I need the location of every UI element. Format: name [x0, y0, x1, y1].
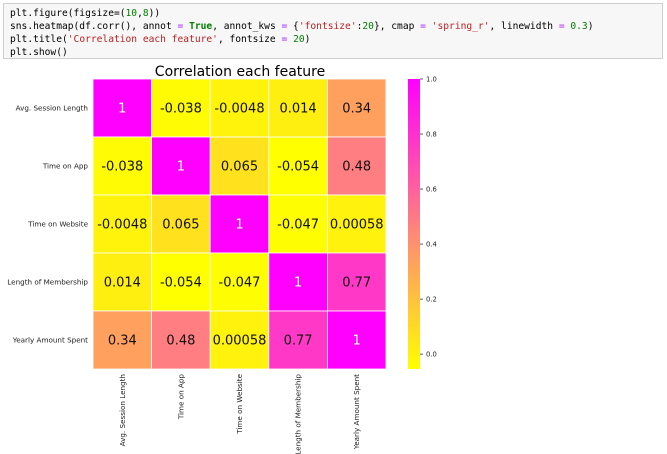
heatmap-cell	[326, 310, 387, 370]
column-labels: Avg. Session Length Time on App Time on We…	[118, 373, 361, 454]
code-line-4: plt.show()	[10, 47, 68, 58]
cell-value: -0.054	[160, 276, 202, 291]
row-label: Time on App	[42, 162, 89, 171]
cell-value: -0.054	[277, 160, 319, 175]
heatmap-cell	[151, 252, 211, 312]
column-label: Time on Website	[235, 373, 244, 434]
colorbar-tick-label: 0.2	[426, 296, 437, 304]
cell-value: 0.77	[342, 276, 371, 291]
column-label: Yearly Amount Spent	[352, 374, 361, 450]
heatmap-cell	[326, 136, 387, 196]
colorbar	[408, 79, 420, 369]
colorbar-tick-label: 0.4	[426, 241, 437, 249]
heatmap-cell	[326, 252, 387, 312]
cell-value: -0.047	[219, 276, 261, 291]
cell-value: 1	[177, 160, 185, 175]
heatmap-cell	[92, 310, 152, 370]
column-label: Avg. Session Length	[118, 374, 127, 446]
cell-value: 0.77	[284, 334, 313, 349]
heatmap-figure: Correlation each feature 1 -0.038 -0.0048 0…	[0, 62, 667, 454]
heatmap-cell	[209, 194, 270, 254]
cell-value: 0.014	[104, 276, 141, 291]
cell-value: 0.34	[342, 102, 371, 117]
heatmap-cell	[209, 310, 270, 370]
heatmap-chart: Correlation each feature 1 -0.038 -0.0048 0…	[7, 64, 437, 454]
cell-value: 1	[294, 276, 302, 291]
heatmap-cell	[209, 136, 270, 196]
heatmap-cell	[92, 252, 152, 312]
cell-value: 0.014	[279, 102, 316, 117]
row-label: Avg. Session Length	[16, 104, 88, 113]
row-label: Yearly Amount Spent	[12, 336, 88, 345]
cell-value: 0.00058	[330, 218, 384, 233]
cell-value: -0.038	[101, 160, 143, 175]
cell-value: 1	[235, 218, 243, 233]
colorbar-tick-label: 0.8	[426, 131, 437, 139]
column-label: Time on App	[176, 374, 185, 421]
row-label: Length of Membership	[7, 278, 88, 287]
heatmap-cell	[92, 78, 152, 138]
code-line-2: sns.heatmap(df.corr(), annot = True, ann…	[10, 21, 594, 32]
colorbar-ticks: 0.0 0.2 0.4 0.6 0.8 1.0	[420, 76, 437, 359]
heatmap-cell	[268, 194, 328, 254]
cell-value: -0.047	[277, 218, 319, 233]
heatmap-cell	[268, 78, 328, 138]
code-cell[interactable]: plt.figure(figsize=(10,8)) sns.heatmap(d…	[3, 3, 663, 59]
heatmap-cell	[92, 136, 152, 196]
column-label: Length of Membership	[294, 374, 303, 454]
row-labels: Avg. Session Length Time on App Time on We…	[7, 104, 88, 345]
row-label: Time on Website	[27, 220, 88, 229]
code-line-3: plt.title('Correlation each feature', fo…	[10, 34, 311, 45]
colorbar-tick-label: 1.0	[426, 76, 437, 84]
cell-value: -0.0048	[97, 218, 147, 233]
colorbar-tick-label: 0.6	[426, 186, 437, 194]
heatmap-cell	[209, 78, 270, 138]
cell-value: 1	[353, 334, 361, 349]
cell-value: 0.48	[166, 334, 195, 349]
heatmap-cell	[151, 78, 211, 138]
cell-value: 0.065	[221, 160, 258, 175]
chart-title: Correlation each feature	[155, 64, 325, 80]
heatmap-cell	[326, 194, 387, 254]
cell-value: 1	[118, 102, 126, 117]
heatmap-cells: 1 -0.038 -0.0048 0.014 0.34 -0.038 1 0.065 -0.05…	[92, 78, 387, 370]
cell-value: -0.0048	[214, 102, 264, 117]
heatmap-cell	[209, 252, 270, 312]
heatmap-cell	[151, 194, 211, 254]
cell-value: 0.34	[108, 334, 137, 349]
cell-value: 0.00058	[213, 334, 267, 349]
heatmap-cell	[151, 310, 211, 370]
code-line-1: plt.figure(figsize=(10,8))	[10, 8, 161, 19]
cell-value: 0.48	[342, 160, 371, 175]
cell-value: -0.038	[160, 102, 202, 117]
cell-value: 0.065	[162, 218, 199, 233]
heatmap-cell	[326, 78, 387, 138]
heatmap-cell	[268, 252, 328, 312]
colorbar-tick-label: 0.0	[426, 351, 437, 359]
